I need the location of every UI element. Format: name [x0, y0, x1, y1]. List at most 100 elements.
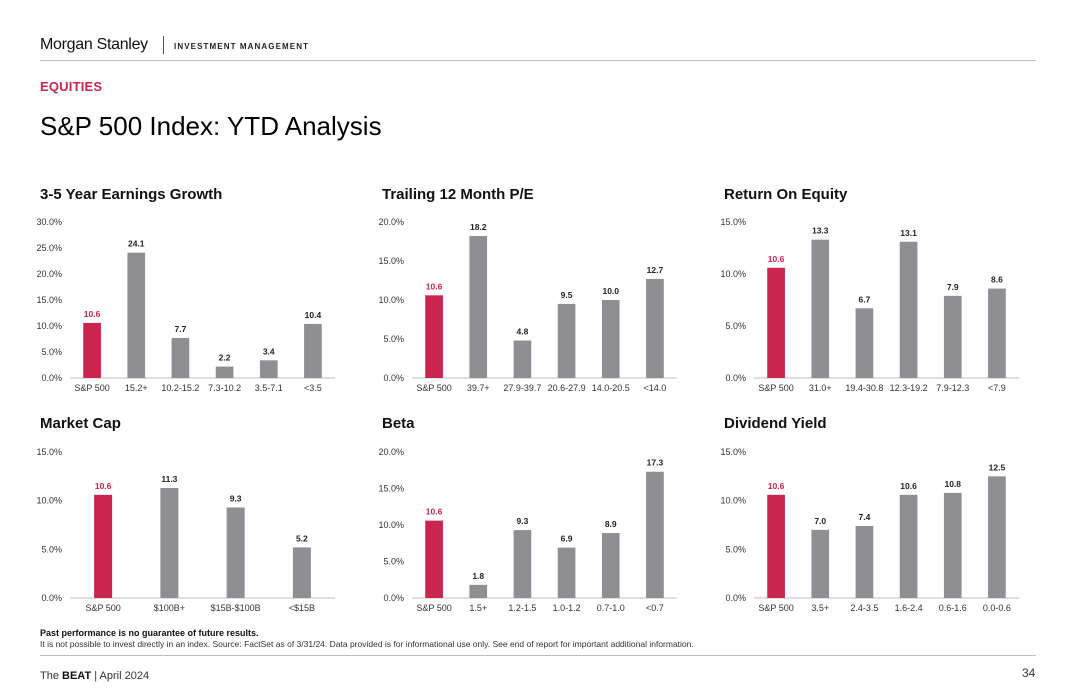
y-tick-label: 5.0%	[41, 347, 62, 357]
bar	[259, 360, 278, 378]
footer-rule	[40, 655, 1036, 656]
data-label: 1.8	[472, 571, 484, 581]
bar	[811, 239, 830, 378]
chart-title-earnings-growth: 3-5 Year Earnings Growth	[40, 186, 223, 203]
x-tick-label: 7.9-12.3	[936, 383, 969, 393]
chart-earnings-growth: 0.0% 5.0% 10.0% 15.0% 20.0% 25.0% 30.0% 10.6 S&P…	[36, 217, 335, 393]
footer-prefix: The	[40, 670, 59, 682]
bar	[767, 494, 785, 598]
x-tick-label: 2.4-3.5	[850, 603, 878, 613]
x-tick-label: 12.3-19.2	[890, 383, 928, 393]
y-tick-label: 10.0%	[36, 321, 62, 331]
bar	[171, 337, 190, 378]
bar	[601, 300, 620, 378]
data-label: 9.3	[230, 493, 242, 503]
y-tick-label: 10.0%	[378, 520, 404, 530]
data-label: 10.6	[95, 481, 112, 491]
chart-title-dividend-yield: Dividend Yield	[724, 415, 827, 432]
x-tick-label: <3.5	[304, 383, 322, 393]
bar	[899, 494, 918, 598]
brand-divider	[163, 36, 164, 54]
bar	[292, 547, 311, 598]
data-label: 4.8	[517, 327, 529, 337]
bar	[226, 507, 245, 598]
x-tick-label: S&P 500	[74, 383, 109, 393]
x-tick-label: 20.6-27.9	[548, 383, 586, 393]
x-tick-label: <0.7	[646, 603, 664, 613]
bar	[304, 323, 322, 378]
chart-title-roe: Return On Equity	[724, 186, 848, 203]
bar	[988, 288, 1006, 378]
chart-roe: 0.0% 5.0% 10.0% 15.0% 10.6 S&P 500 13.3 31.0+ 6.…	[720, 217, 1019, 393]
data-label: 10.6	[426, 281, 443, 291]
data-label: 10.6	[900, 481, 917, 491]
x-tick-label: 7.3-10.2	[208, 383, 241, 393]
bar	[943, 492, 962, 598]
data-label: 5.2	[296, 533, 308, 543]
chart-title-beta: Beta	[382, 415, 415, 432]
y-tick-label: 0.0%	[41, 373, 62, 383]
bar	[601, 533, 620, 598]
x-tick-label: 1.0-1.2	[553, 603, 581, 613]
page-number: 34	[1022, 666, 1036, 680]
y-tick-label: 5.0%	[41, 544, 62, 554]
chart-pe: 0.0% 5.0% 10.0% 15.0% 20.0% 10.6 S&P 500 18.2 39…	[378, 217, 677, 393]
data-label: 9.5	[561, 290, 573, 300]
x-tick-label: 15.2+	[125, 383, 148, 393]
bar	[425, 520, 443, 598]
data-label: 17.3	[647, 458, 664, 468]
x-tick-label: 27.9-39.7	[503, 383, 541, 393]
data-label: 7.7	[175, 324, 187, 334]
x-tick-label: 39.7+	[467, 383, 490, 393]
x-tick-label: S&P 500	[758, 603, 793, 613]
brand-logo: Morgan Stanley	[40, 36, 148, 53]
y-tick-label: 30.0%	[36, 217, 62, 227]
division-label: INVESTMENT MANAGEMENT	[174, 42, 310, 51]
y-tick-label: 15.0%	[36, 447, 62, 457]
y-tick-label: 5.0%	[383, 334, 404, 344]
x-tick-label: S&P 500	[416, 383, 451, 393]
bar	[469, 584, 488, 598]
x-tick-label: 10.2-15.2	[161, 383, 199, 393]
bar	[94, 494, 113, 598]
data-label: 12.5	[989, 462, 1006, 472]
data-label: 13.1	[900, 228, 917, 238]
bar	[469, 236, 488, 378]
bar	[557, 547, 576, 598]
y-tick-label: 10.0%	[36, 496, 62, 506]
x-tick-label: <7.9	[988, 383, 1006, 393]
y-tick-label: 10.0%	[378, 295, 404, 305]
x-tick-label: 0.7-1.0	[597, 603, 625, 613]
y-tick-label: 0.0%	[383, 593, 404, 603]
data-label: 10.6	[426, 507, 443, 517]
y-tick-label: 0.0%	[725, 593, 746, 603]
data-label: 10.0	[602, 286, 619, 296]
bar	[160, 488, 179, 598]
chart-title-market-cap: Market Cap	[40, 415, 121, 432]
bar	[425, 295, 443, 378]
y-tick-label: 5.0%	[725, 544, 746, 554]
x-tick-label: 1.2-1.5	[508, 603, 536, 613]
y-tick-label: 5.0%	[383, 557, 404, 567]
data-label: 2.2	[219, 353, 231, 363]
data-label: 6.7	[859, 294, 871, 304]
y-tick-label: 20.0%	[378, 447, 404, 457]
footer-publication: The BEAT | April 2024	[40, 670, 149, 682]
y-tick-label: 15.0%	[378, 256, 404, 266]
bar	[127, 252, 146, 378]
data-label: 10.6	[768, 481, 785, 491]
data-label: 10.6	[768, 254, 785, 264]
data-label: 10.4	[305, 310, 322, 320]
chart-title-pe: Trailing 12 Month P/E	[382, 186, 534, 203]
x-tick-label: S&P 500	[416, 603, 451, 613]
data-label: 7.9	[947, 282, 959, 292]
footer-separator: |	[94, 670, 98, 682]
x-tick-label: 14.0-20.5	[592, 383, 630, 393]
bar	[899, 241, 918, 378]
bar	[557, 303, 576, 378]
y-tick-label: 15.0%	[378, 484, 404, 494]
chart-market-cap: 0.0% 5.0% 10.0% 15.0% 10.6 S&P 500 11.3 $100B+ 9…	[36, 447, 335, 613]
y-tick-label: 10.0%	[720, 269, 746, 279]
y-tick-label: 15.0%	[720, 447, 746, 457]
x-tick-label: 1.6-2.4	[895, 603, 923, 613]
